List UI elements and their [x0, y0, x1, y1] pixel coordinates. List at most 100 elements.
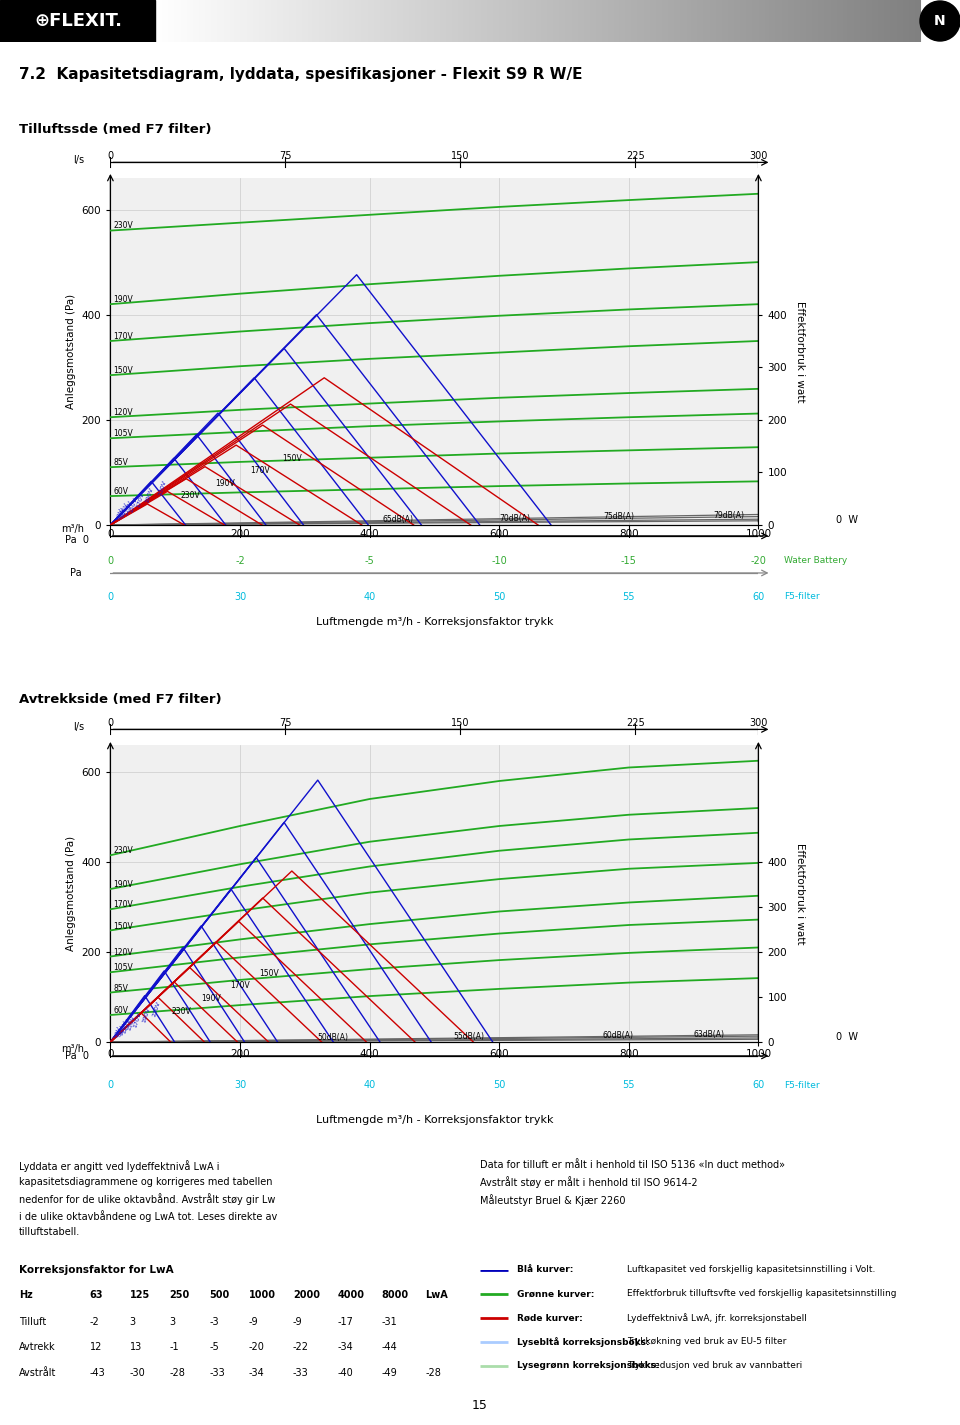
- Text: 2000: 2000: [293, 1290, 320, 1300]
- Text: 8000: 8000: [381, 1290, 408, 1300]
- Text: 85V: 85V: [113, 457, 129, 467]
- Text: 75: 75: [279, 151, 292, 161]
- Text: -33: -33: [293, 1368, 309, 1378]
- Text: 190V: 190V: [113, 295, 133, 304]
- Text: Luftkapasitet ved forskjellig kapasitetsinnstilling i Volt.: Luftkapasitet ved forskjellig kapasitets…: [628, 1265, 876, 1274]
- Text: 60V: 60V: [113, 1006, 129, 1015]
- Y-axis label: Anleggsmotstand (Pa): Anleggsmotstand (Pa): [66, 836, 76, 950]
- Text: 1000: 1000: [745, 1049, 772, 1059]
- Text: 150V: 150V: [113, 922, 133, 931]
- Text: 75dB(A): 75dB(A): [603, 512, 634, 522]
- Text: 300: 300: [749, 718, 768, 728]
- Text: 150: 150: [451, 718, 469, 728]
- Text: 230V: 230V: [157, 479, 167, 496]
- Text: 120V: 120V: [122, 1017, 132, 1035]
- Text: Tilluft: Tilluft: [19, 1317, 46, 1327]
- Text: 63: 63: [90, 1290, 104, 1300]
- Text: Lyddata er angitt ved lydeffektnivå LwA i
kapasitetsdiagrammene og korrigeres me: Lyddata er angitt ved lydeffektnivå LwA …: [19, 1160, 277, 1237]
- Text: 70dB(A): 70dB(A): [499, 514, 530, 523]
- Text: 120V: 120V: [123, 499, 132, 516]
- Text: Trykkredusjon ved bruk av vannbatteri: Trykkredusjon ved bruk av vannbatteri: [628, 1361, 803, 1371]
- Text: 15: 15: [472, 1398, 488, 1412]
- Text: 55: 55: [622, 593, 636, 603]
- Text: 105V: 105V: [113, 963, 133, 972]
- Text: 60: 60: [753, 1080, 764, 1090]
- Text: 800: 800: [619, 1049, 638, 1059]
- Text: Water Battery: Water Battery: [784, 556, 848, 564]
- Text: 200: 200: [230, 529, 250, 539]
- Text: 200: 200: [230, 1049, 250, 1059]
- Text: 105V: 105V: [113, 429, 133, 437]
- Text: 60V: 60V: [113, 487, 129, 496]
- Text: 0: 0: [108, 556, 113, 566]
- Text: -5: -5: [365, 556, 374, 566]
- Text: Effektforbruk tilluftsvfte ved forskjellig kapasitetsinnstilling: Effektforbruk tilluftsvfte ved forskjell…: [628, 1290, 897, 1298]
- Text: 500: 500: [209, 1290, 229, 1300]
- Text: l/s: l/s: [73, 154, 84, 165]
- Text: 225: 225: [626, 718, 645, 728]
- Text: 0: 0: [108, 718, 113, 728]
- Text: 50: 50: [493, 593, 505, 603]
- Text: 1000: 1000: [745, 529, 772, 539]
- Text: 55dB(A): 55dB(A): [454, 1032, 485, 1042]
- Text: -31: -31: [381, 1317, 397, 1327]
- Text: 3: 3: [130, 1317, 135, 1327]
- Text: 150: 150: [451, 151, 469, 161]
- Text: ⊕FLEXIT.: ⊕FLEXIT.: [34, 11, 122, 30]
- Text: 55: 55: [622, 1080, 636, 1090]
- Text: Luftmengde m³/h - Korreksjonsfaktor trykk: Luftmengde m³/h - Korreksjonsfaktor tryk…: [316, 1114, 553, 1124]
- Text: -9: -9: [249, 1317, 258, 1327]
- Text: 230V: 230V: [113, 846, 133, 855]
- Text: 150V: 150V: [127, 1015, 136, 1032]
- Text: 40: 40: [364, 593, 375, 603]
- Text: 190V: 190V: [144, 486, 155, 503]
- Text: Pa: Pa: [70, 569, 82, 579]
- Bar: [0, 0, 155, 41]
- Text: -20: -20: [249, 1342, 265, 1352]
- Text: 85V: 85V: [113, 983, 129, 993]
- Text: -40: -40: [337, 1368, 353, 1378]
- Text: Grønne kurver:: Grønne kurver:: [516, 1290, 594, 1298]
- Text: 0: 0: [108, 1049, 113, 1059]
- Text: 30: 30: [234, 1080, 246, 1090]
- Text: 0  W: 0 W: [836, 1032, 858, 1042]
- Text: 0: 0: [108, 151, 113, 161]
- Text: 63dB(A): 63dB(A): [694, 1030, 725, 1039]
- Text: 3: 3: [169, 1317, 176, 1327]
- Text: 170V: 170V: [250, 466, 270, 475]
- Text: 4000: 4000: [337, 1290, 364, 1300]
- Text: 60: 60: [753, 593, 764, 603]
- Text: 225: 225: [626, 151, 645, 161]
- Text: 105V: 105V: [118, 1020, 129, 1036]
- Text: 13: 13: [130, 1342, 142, 1352]
- Circle shape: [920, 1, 960, 41]
- Text: Lysegrønn korreksjonsboks:: Lysegrønn korreksjonsboks:: [516, 1361, 660, 1371]
- Text: 170V: 170V: [113, 332, 133, 341]
- Text: -5: -5: [209, 1342, 219, 1352]
- Text: 105V: 105V: [120, 502, 130, 519]
- Text: -1: -1: [169, 1342, 179, 1352]
- Text: 300: 300: [749, 151, 768, 161]
- Text: 60V: 60V: [114, 1026, 123, 1039]
- Text: -20: -20: [751, 556, 766, 566]
- Text: 600: 600: [490, 1049, 509, 1059]
- Text: 60V: 60V: [116, 507, 125, 520]
- Text: Tilluftssde (med F7 filter): Tilluftssde (med F7 filter): [19, 123, 212, 135]
- Text: 230V: 230V: [113, 221, 133, 231]
- Text: 40: 40: [364, 1080, 375, 1090]
- Text: Pa  0: Pa 0: [65, 1050, 89, 1060]
- Text: 150V: 150V: [259, 969, 278, 978]
- Text: 170V: 170V: [135, 492, 145, 509]
- Text: Hz: Hz: [19, 1290, 33, 1300]
- Text: Avtrekkside (med F7 filter): Avtrekkside (med F7 filter): [19, 693, 222, 705]
- Text: Korreksjonsfaktor for LwA: Korreksjonsfaktor for LwA: [19, 1265, 174, 1275]
- Text: -10: -10: [492, 556, 507, 566]
- Text: 0  W: 0 W: [836, 514, 858, 524]
- Text: 600: 600: [490, 529, 509, 539]
- Text: -17: -17: [337, 1317, 353, 1327]
- Text: Luftmengde m³/h - Korreksjonsfaktor trykk: Luftmengde m³/h - Korreksjonsfaktor tryk…: [316, 617, 553, 627]
- Text: 1000: 1000: [249, 1290, 276, 1300]
- Text: 7.2  Kapasitetsdiagram, lyddata, spesifikasjoner - Flexit S9 R W/E: 7.2 Kapasitetsdiagram, lyddata, spesifik…: [19, 67, 583, 83]
- Text: -49: -49: [381, 1368, 397, 1378]
- Text: -9: -9: [293, 1317, 302, 1327]
